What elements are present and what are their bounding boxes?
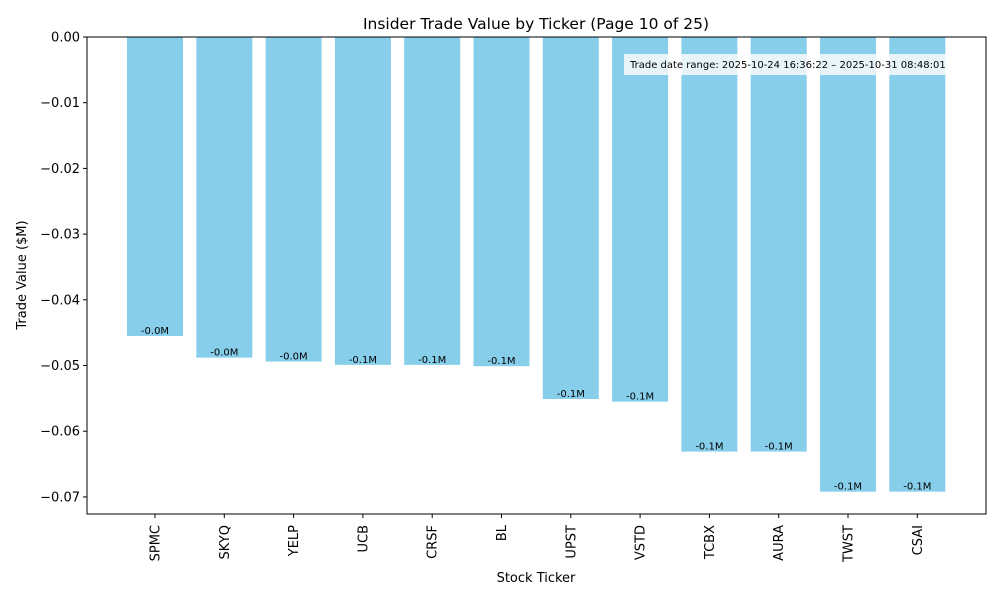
- bars-group: [127, 37, 946, 492]
- y-tick-label: −0.03: [40, 228, 80, 243]
- bar-bl: [473, 37, 530, 367]
- date-range-annotation: Trade date range: 2025-10-24 16:36:22 – …: [624, 54, 986, 75]
- y-tick-label: −0.01: [40, 96, 80, 111]
- x-tick-label-spmc: SPMC: [149, 525, 164, 561]
- data-label-vstd: -0.1M: [626, 392, 654, 403]
- x-axis-label: Stock Ticker: [497, 571, 576, 586]
- x-tick-label-csai: CSAI: [911, 525, 926, 555]
- y-axis: 0.00 −0.01 −0.02 −0.03 −0.04 −0.05 −0.06 −0.07: [40, 31, 87, 505]
- data-label-ucb: -0.1M: [349, 355, 377, 366]
- bar-vstd: [612, 37, 669, 402]
- data-labels-group: -0.0M -0.0M -0.0M -0.1M -0.1M -0.1M -0.1M -0.1M…: [141, 326, 931, 493]
- annotation-text: Trade date range: 2025-10-24 16:36:22 – …: [629, 60, 946, 71]
- bar-skyq: [196, 37, 253, 358]
- data-label-spmc: -0.0M: [141, 326, 169, 337]
- y-tick-label: −0.06: [40, 425, 80, 440]
- chart-title: Insider Trade Value by Ticker (Page 10 o…: [363, 15, 709, 33]
- bar-csai: [889, 37, 946, 492]
- data-label-crsf: -0.1M: [418, 355, 446, 366]
- y-tick-label: −0.04: [40, 293, 80, 308]
- data-label-aura: -0.1M: [765, 442, 793, 453]
- x-tick-label-upst: UPST: [564, 525, 579, 559]
- data-label-upst: -0.1M: [557, 389, 585, 400]
- x-tick-label-skyq: SKYQ: [218, 525, 233, 560]
- bar-yelp: [265, 37, 322, 362]
- x-tick-label-vstd: VSTD: [634, 525, 649, 560]
- x-tick-label-aura: AURA: [772, 525, 787, 561]
- bar-spmc: [127, 37, 183, 336]
- x-axis: SPMC SKYQ YELP UCB CRSF BL UPST VSTD TCBX AURA TWS…: [149, 514, 926, 563]
- x-tick-label-twst: TWST: [842, 525, 857, 563]
- data-label-skyq: -0.0M: [210, 348, 238, 359]
- x-tick-label-bl: BL: [495, 524, 510, 541]
- bar-crsf: [404, 37, 461, 365]
- data-label-csai: -0.1M: [903, 482, 931, 493]
- x-tick-label-crsf: CRSF: [426, 525, 441, 559]
- data-label-tcbx: -0.1M: [695, 442, 723, 453]
- y-tick-label: −0.05: [40, 359, 80, 374]
- bar-twst: [820, 37, 876, 492]
- x-tick-label-yelp: YELP: [287, 525, 302, 557]
- data-label-twst: -0.1M: [834, 482, 862, 493]
- data-label-yelp: -0.0M: [280, 352, 308, 363]
- x-tick-label-ucb: UCB: [356, 525, 371, 553]
- annotation-background: [624, 54, 986, 75]
- x-tick-label-tcbx: TCBX: [703, 525, 718, 560]
- y-axis-label: Trade Value ($M): [15, 220, 30, 330]
- y-tick-label: 0.00: [51, 31, 80, 46]
- bar-upst: [542, 37, 599, 400]
- bar-tcbx: [681, 37, 738, 452]
- data-label-bl: -0.1M: [487, 356, 515, 367]
- bar-ucb: [334, 37, 391, 365]
- plot-frame: [86, 36, 987, 515]
- y-tick-label: −0.02: [40, 162, 80, 177]
- y-tick-label: −0.07: [40, 490, 80, 505]
- bar-aura: [750, 37, 807, 452]
